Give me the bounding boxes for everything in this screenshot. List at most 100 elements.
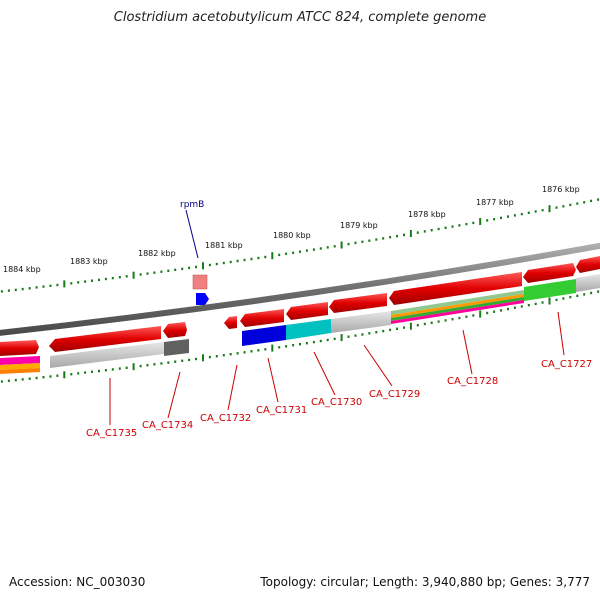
gene-label-CA_C1732[interactable]: CA_C1732 <box>200 413 251 424</box>
minor-tick <box>91 370 93 373</box>
minor-tick <box>403 326 405 329</box>
gene-arrow[interactable] <box>0 340 39 356</box>
minor-tick <box>416 324 419 327</box>
minor-tick <box>42 285 45 288</box>
minor-tick <box>500 309 502 312</box>
gene-arrow[interactable] <box>286 302 328 320</box>
major-tick <box>271 252 274 260</box>
minor-tick <box>527 304 530 307</box>
minor-tick <box>278 346 281 349</box>
minor-tick <box>104 369 107 372</box>
minor-tick <box>104 277 107 281</box>
minor-tick <box>458 224 461 227</box>
gene-arrow[interactable] <box>576 256 600 273</box>
minor-tick <box>326 338 329 342</box>
minor-tick <box>576 294 579 297</box>
major-tick <box>202 354 204 362</box>
minor-tick <box>236 352 239 355</box>
minor-tick <box>562 297 565 300</box>
minor-tick <box>569 203 572 207</box>
minor-tick <box>250 257 253 261</box>
gene-arrow[interactable] <box>329 293 387 313</box>
minor-tick <box>257 256 260 260</box>
gene-label-CA_C1730[interactable]: CA_C1730 <box>311 397 362 408</box>
major-tick <box>63 371 66 379</box>
gene-label-CA_C1731[interactable]: CA_C1731 <box>256 405 307 416</box>
gene-label-CA_C1735[interactable]: CA_C1735 <box>86 428 137 439</box>
minor-tick <box>458 316 461 320</box>
minor-tick <box>430 229 433 232</box>
minor-tick <box>215 355 218 358</box>
minor-tick <box>354 334 357 337</box>
minor-tick <box>486 311 489 315</box>
minor-tick <box>354 241 357 245</box>
minor-tick <box>444 319 447 322</box>
minor-tick <box>195 265 197 269</box>
gene-callouts: CA_C1735 CA_C1734 CA_C1732 CA_C1731 CA_C… <box>86 311 592 439</box>
major-tick <box>132 363 135 371</box>
minor-tick <box>222 354 225 357</box>
minor-tick <box>534 210 537 213</box>
minor-tick <box>77 372 80 375</box>
minor-tick <box>229 260 232 264</box>
gene-label-CA_C1729[interactable]: CA_C1729 <box>369 389 420 400</box>
minor-tick <box>91 279 93 282</box>
gene-arrow[interactable] <box>523 263 576 283</box>
minor-tick <box>319 339 322 343</box>
kbp-label-1879: 1879 kbp <box>340 221 378 230</box>
gene-arrow[interactable] <box>240 309 284 327</box>
map-title: Clostridium acetobutylicum ATCC 824, com… <box>113 10 487 25</box>
minor-tick <box>389 236 392 239</box>
gene-arrow[interactable] <box>224 316 237 329</box>
major-tick <box>132 271 135 279</box>
minor-tick <box>208 263 211 267</box>
minor-tick <box>188 266 191 270</box>
minor-tick <box>493 218 496 221</box>
minor-tick <box>472 221 475 225</box>
minor-tick <box>375 238 378 241</box>
minor-tick <box>243 351 246 354</box>
gene-arrow[interactable] <box>163 322 187 338</box>
minor-tick <box>285 252 288 255</box>
minor-tick <box>35 376 38 380</box>
minor-tick <box>49 284 52 287</box>
minor-tick <box>188 358 191 362</box>
gene-label-CA_C1728[interactable]: CA_C1728 <box>447 376 498 387</box>
minor-tick <box>160 270 163 273</box>
minor-tick <box>243 258 246 262</box>
minor-tick <box>285 345 288 348</box>
minor-tick <box>28 377 31 380</box>
minor-tick <box>451 225 454 228</box>
minor-tick <box>465 315 468 318</box>
minor-tick <box>423 322 426 326</box>
minor-tick <box>569 295 572 299</box>
minor-tick <box>160 362 163 365</box>
minor-tick <box>486 219 489 222</box>
minor-tick <box>299 250 301 253</box>
minor-tick <box>292 251 295 254</box>
minor-tick <box>319 247 322 250</box>
minor-tick <box>541 209 544 212</box>
gene-label-CA_C1734[interactable]: CA_C1734 <box>142 420 193 431</box>
minor-tick <box>382 237 385 240</box>
minor-tick <box>472 314 475 317</box>
kbp-label-1880: 1880 kbp <box>273 231 311 240</box>
gene-label-CA_C1727[interactable]: CA_C1727 <box>541 359 592 370</box>
major-tick <box>271 344 274 352</box>
minor-tick <box>264 255 267 259</box>
minor-tick <box>403 233 405 237</box>
minor-tick <box>368 239 371 242</box>
genome-backbone <box>0 242 600 336</box>
kbp-label-1877: 1877 kbp <box>476 198 514 207</box>
minor-tick <box>444 226 447 229</box>
gene-rpmB[interactable]: rpmB <box>180 200 209 305</box>
minor-tick <box>437 227 440 231</box>
gene-arrow[interactable] <box>389 272 522 305</box>
minor-tick <box>215 262 218 266</box>
gene-arrow[interactable] <box>49 326 161 352</box>
minor-tick <box>21 287 24 291</box>
kbp-label-1884: 1884 kbp <box>3 265 41 274</box>
forward-strand-genes <box>0 256 600 356</box>
minor-tick <box>590 199 593 203</box>
minor-tick <box>555 206 558 209</box>
